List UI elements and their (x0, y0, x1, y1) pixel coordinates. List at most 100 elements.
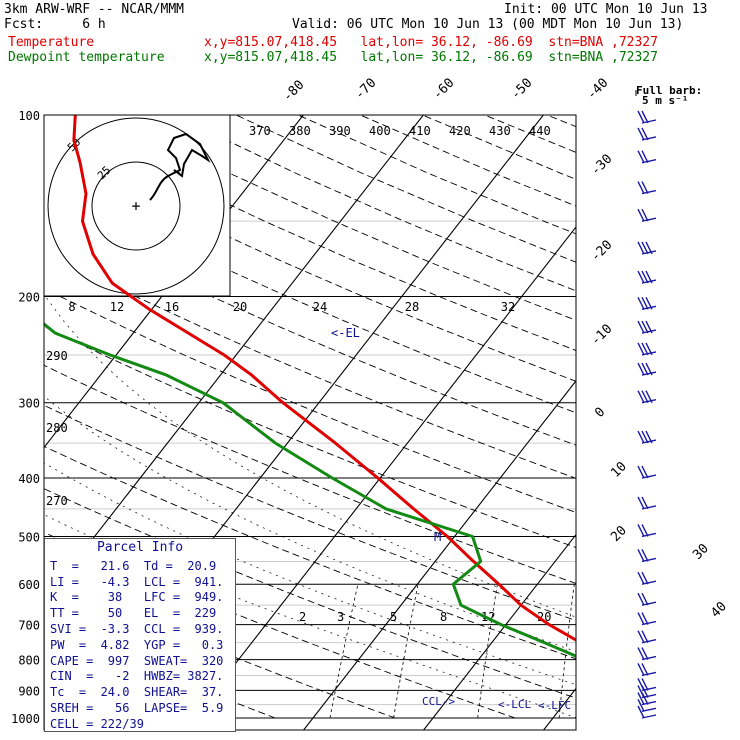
dewpoint-location: x,y=815.07,418.45 lat,lon= 36.12, -86.69… (204, 50, 658, 65)
theta-label: 290 (46, 349, 68, 363)
wind-barb-flag (637, 571, 645, 585)
hodograph-speed-tick: 28 (405, 300, 419, 314)
isotherm-line (44, 115, 424, 603)
hodograph-speed-tick: 24 (313, 300, 327, 314)
hodograph-speed-tick: 32 (501, 300, 515, 314)
wind-barb-flag (637, 362, 645, 376)
wind-barb-flag (641, 592, 649, 606)
theta-label: 270 (46, 494, 68, 508)
barb-legend-unit: 5 m s⁻¹ (642, 94, 688, 107)
pressure-tick-label: 600 (18, 578, 40, 592)
parcel-row: PW = 4.82 YGP = 0.3 (50, 637, 224, 652)
dry-adiabat-line (173, 115, 576, 292)
ccl-annotation: CCL-> (422, 695, 455, 708)
dry-adiabat-line (360, 115, 576, 207)
wind-barb-flag (637, 647, 645, 660)
theta-label: 420 (449, 124, 471, 138)
theta-label: 430 (489, 124, 511, 138)
wind-barb-flag (641, 630, 649, 643)
wind-barb-flag (641, 127, 649, 141)
mixing-ratio-line (558, 584, 575, 719)
wind-barb-flag (641, 465, 649, 479)
isotherm-label: -10 (588, 322, 615, 349)
wind-barb-flag (645, 320, 653, 334)
wind-barb-flag (641, 678, 649, 691)
parcel-row: SREH = 56 LAPSE= 5.9 (50, 700, 224, 715)
lfc-annotation: <-LFC (538, 699, 571, 712)
theta-label: 380 (289, 124, 311, 138)
hodograph-speed-tick: 16 (165, 300, 179, 314)
barb-legend-title: Full barb: (636, 84, 702, 97)
hodograph-ring (47, 117, 225, 295)
wind-barb-flag (645, 390, 653, 404)
isotherm-label: -50 (508, 76, 535, 103)
wind-barb-flag (641, 430, 649, 444)
parcel-row: K = 38 LFC = 949. (50, 590, 224, 605)
theta-label: 440 (529, 124, 551, 138)
dry-adiabat-line (422, 115, 576, 180)
theta-label: 410 (409, 124, 431, 138)
wind-barb-flag (641, 320, 649, 334)
theta-label: 280 (46, 421, 68, 435)
isotherm-label: -60 (430, 76, 457, 103)
wind-barb-flag (637, 524, 645, 537)
el-annotation: <-EL (331, 326, 360, 340)
wind-barb-flag (645, 342, 653, 356)
wind-barb-flag (637, 342, 645, 356)
pressure-tick-label: 500 (18, 530, 40, 544)
dewpoint-profile-line (44, 322, 576, 658)
wind-barb-flag (637, 241, 645, 255)
wind-barb-flag (641, 296, 649, 310)
wind-barb-flag (641, 647, 649, 660)
lcl-annotation: <-LCL (498, 698, 531, 711)
wind-barb-flag (641, 208, 649, 222)
isotherm-line (183, 226, 576, 730)
isotherm-label: -80 (280, 78, 307, 105)
pressure-tick-label: 1000 (11, 712, 40, 726)
temperature-profile-line (72, 115, 576, 642)
wind-barb-flag (641, 362, 649, 376)
dry-adiabat-line (484, 115, 576, 153)
wind-barb-flag (637, 430, 645, 444)
parcel-info-box: Parcel Info T = 21.6 Td = 20.9 LI = -4.3… (44, 538, 236, 732)
isotherm-label: -40 (584, 76, 611, 103)
dry-adiabat-line (44, 250, 576, 479)
wind-barb-flag (637, 296, 645, 310)
dry-adiabat-line (44, 404, 576, 622)
parcel-row: LI = -4.3 LCL = 941. (50, 574, 224, 589)
wind-barb-flag (641, 571, 649, 585)
hodograph-speed-tick: 12 (110, 300, 124, 314)
hodograph-center-mark: + (131, 197, 140, 215)
wind-barb-flag (637, 549, 645, 562)
wind-barb-flag (637, 181, 645, 194)
wind-barb-column: Full barb:5 m s⁻¹ (635, 84, 702, 719)
parcel-row: CAPE = 997 SWEAT= 320 (50, 653, 224, 668)
hodograph-speed-tick: 8 (68, 300, 75, 314)
pressure-tick-label: 100 (18, 109, 40, 123)
wind-barb-flag (637, 663, 645, 676)
wind-barb-flag (637, 678, 645, 691)
temperature-location: x,y=815.07,418.45 lat,lon= 36.12, -86.69… (204, 35, 658, 50)
pressure-tick-label: 700 (18, 619, 40, 633)
isotherm-label: -20 (588, 238, 615, 265)
mixing-ratio-label: 2 (299, 610, 306, 624)
dry-adiabat-line (609, 115, 740, 718)
isotherm-line (423, 533, 576, 730)
temperature-legend-label: Temperature (8, 35, 95, 50)
wind-barb-flag (645, 241, 653, 255)
parcel-row: CELL = 222/39 (50, 716, 144, 731)
hodograph-trace (149, 132, 211, 201)
parcel-row: CIN = -2 HWBZ= 3827. (50, 669, 224, 684)
wind-barb-flag (637, 612, 645, 625)
dry-adiabat-line (44, 287, 576, 513)
wind-barb-flag (641, 549, 649, 562)
isotherm-label: 0 (592, 405, 608, 421)
mixing-ratio-line (477, 584, 498, 719)
isotherm-label: -30 (588, 152, 615, 179)
forecast-hour: Fcst: 6 h (4, 17, 106, 32)
wind-barb-flag (641, 181, 649, 194)
wind-barb-flag (637, 685, 645, 698)
theta-label: 390 (329, 124, 351, 138)
isotherm-label: -70 (352, 76, 379, 103)
wind-barb-flag (637, 692, 645, 705)
